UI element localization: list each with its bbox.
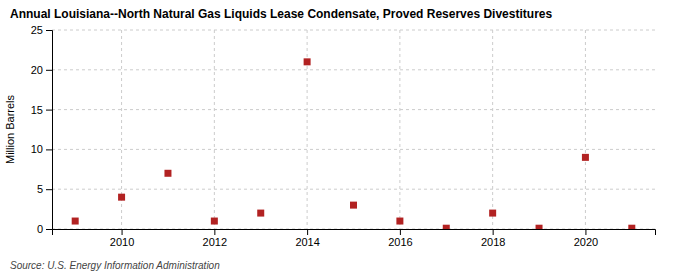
y-axis-title: Million Barrels bbox=[4, 94, 16, 164]
x-tick: 2010 bbox=[110, 229, 134, 248]
y-axis: 0 5 10 15 20 25 bbox=[31, 24, 53, 235]
point bbox=[118, 194, 125, 201]
point bbox=[257, 210, 264, 217]
x-tick: 2018 bbox=[481, 229, 505, 248]
y-tick: 15 bbox=[31, 104, 52, 116]
x-tick: 2014 bbox=[295, 229, 319, 248]
grid-line-x bbox=[399, 30, 400, 229]
point bbox=[350, 202, 357, 209]
grid-line-x bbox=[214, 30, 215, 229]
y-tick: 10 bbox=[31, 143, 52, 155]
x-tick-label: 2014 bbox=[295, 236, 319, 248]
x-tick: 2012 bbox=[203, 229, 227, 248]
y-tick-label: 20 bbox=[31, 64, 43, 76]
x-tick-mark bbox=[493, 229, 494, 235]
points bbox=[72, 58, 636, 229]
point bbox=[536, 225, 543, 229]
y-tick-mark bbox=[46, 149, 52, 150]
grid-line-y bbox=[52, 149, 655, 150]
y-tick-label: 0 bbox=[37, 223, 43, 235]
point bbox=[628, 225, 635, 229]
y-tick-label: 15 bbox=[31, 104, 43, 116]
x-tick-label: 2018 bbox=[481, 236, 505, 248]
grid-line-y bbox=[52, 69, 655, 70]
y-tick-label: 25 bbox=[31, 24, 43, 36]
y-tick-label: 5 bbox=[37, 183, 43, 195]
grid bbox=[52, 30, 655, 229]
plot-area: 2010 2012 2014 2016 2018 2020 0 5 10 15 20 25 bbox=[31, 24, 656, 248]
x-tick-mark bbox=[400, 229, 401, 235]
y-tick-mark bbox=[46, 189, 52, 190]
x-axis: 2010 2012 2014 2016 2018 2020 bbox=[53, 229, 656, 248]
x-tick-label: 2010 bbox=[110, 236, 134, 248]
x-tick: 2020 bbox=[574, 229, 598, 248]
y-tick: 0 bbox=[37, 223, 52, 235]
x-tick-mark bbox=[214, 229, 215, 235]
y-tick: 5 bbox=[37, 183, 52, 195]
y-tick: 25 bbox=[31, 24, 52, 36]
grid-line-y bbox=[52, 109, 655, 110]
y-tick: 20 bbox=[31, 64, 52, 76]
point bbox=[443, 225, 450, 229]
point bbox=[211, 218, 218, 225]
y-tick-mark bbox=[46, 229, 52, 230]
grid-line-x bbox=[585, 30, 586, 229]
x-tick-label: 2016 bbox=[388, 236, 412, 248]
point bbox=[72, 218, 79, 225]
y-tick-mark bbox=[46, 30, 52, 31]
x-axis-line bbox=[53, 230, 656, 236]
chart-svg: 2010 2012 2014 2016 2018 2020 0 5 10 15 20 25 Annual… bbox=[0, 0, 675, 275]
x-tick-mark bbox=[122, 229, 123, 235]
point bbox=[582, 154, 589, 161]
source-note: Source: U.S. Energy Information Administ… bbox=[10, 260, 220, 271]
point bbox=[396, 218, 403, 225]
grid-line-y bbox=[52, 30, 655, 31]
x-tick-label: 2012 bbox=[203, 236, 227, 248]
x-tick-label: 2020 bbox=[574, 236, 598, 248]
point bbox=[164, 170, 171, 177]
x-tick: 2016 bbox=[388, 229, 412, 248]
grid-line-x bbox=[492, 30, 493, 229]
y-tick-label: 10 bbox=[31, 143, 43, 155]
point bbox=[489, 210, 496, 217]
y-tick-mark bbox=[46, 110, 52, 111]
title: Annual Louisiana--North Natural Gas Liqu… bbox=[10, 7, 552, 21]
x-tick-mark bbox=[307, 229, 308, 235]
point bbox=[304, 58, 311, 65]
x-tick-mark bbox=[585, 229, 586, 235]
y-axis-line bbox=[46, 31, 53, 230]
y-tick-mark bbox=[46, 70, 52, 71]
grid-line-y bbox=[52, 189, 655, 190]
